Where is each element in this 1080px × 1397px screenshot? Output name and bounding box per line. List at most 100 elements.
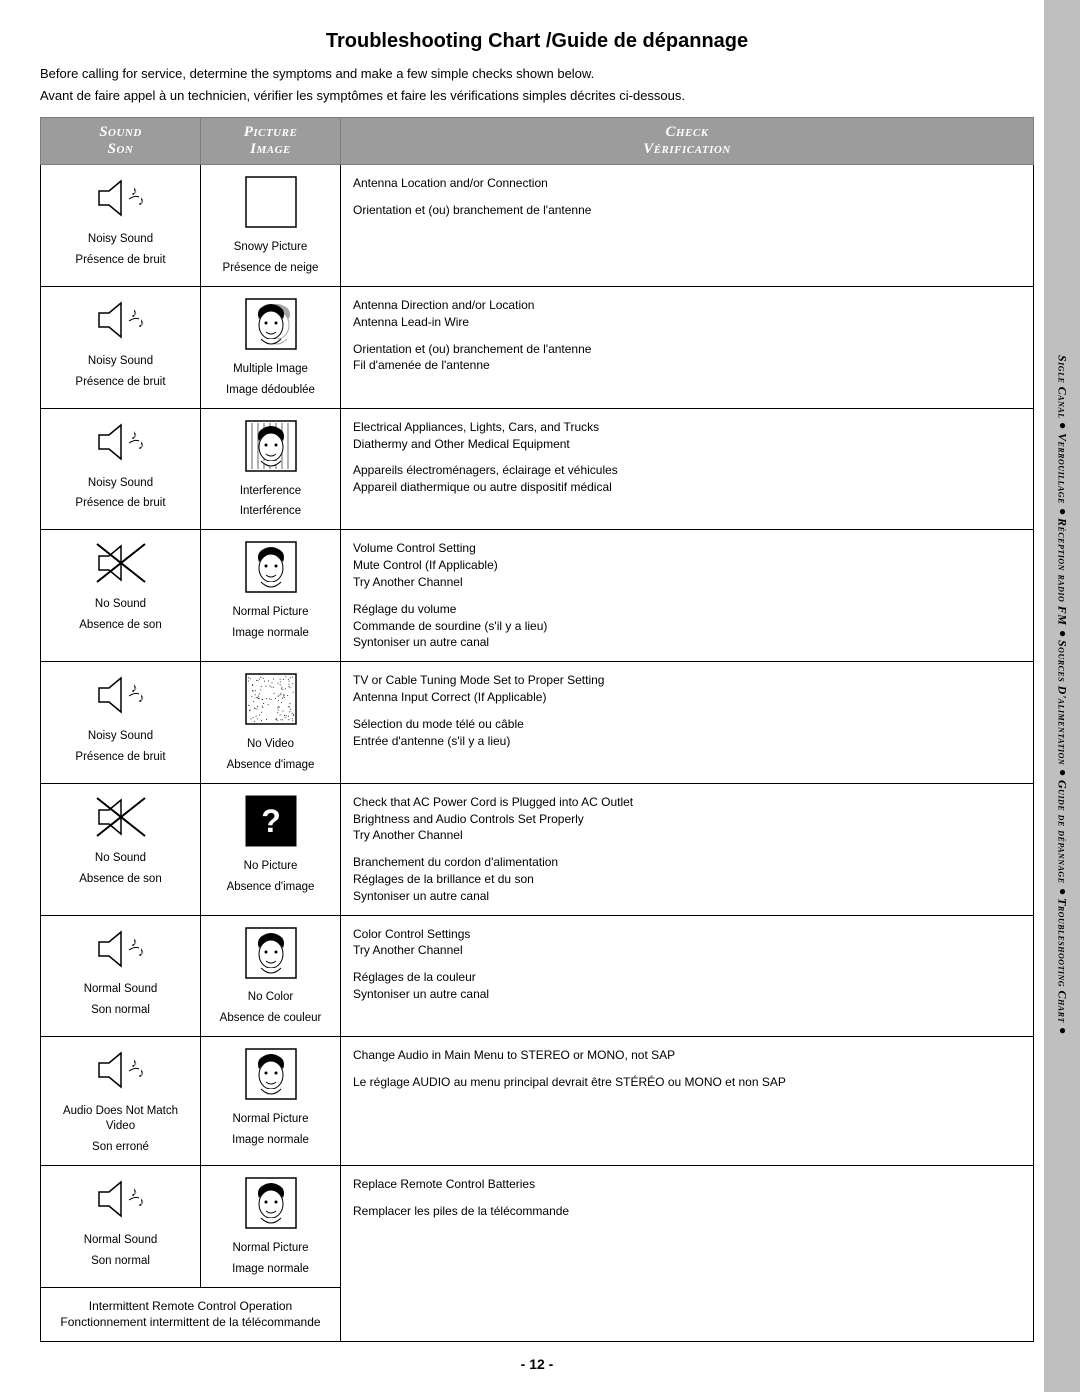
check-text-en: Antenna Direction and/or LocationAntenna… [353,297,1021,331]
check-text-fr: Réglages de la couleurSyntoniser un autr… [353,969,1021,1003]
table-row: ♪ ♪ Audio Does Not Match Video Son erron… [41,1037,1034,1166]
page-number: - 12 - [40,1356,1034,1372]
cell-sound: No Sound Absence de son [41,530,201,662]
svg-text:♪: ♪ [138,193,145,208]
check-text-en: Check that AC Power Cord is Plugged into… [353,794,1021,844]
svg-text:?: ? [261,803,281,839]
picture-icon [244,926,298,985]
check-text-en: Change Audio in Main Menu to STEREO or M… [353,1047,1021,1064]
cell-check: Antenna Direction and/or LocationAntenna… [341,287,1034,409]
svg-text:♪: ♪ [131,1184,138,1199]
cell-picture: Snowy Picture Présence de neige [201,165,341,287]
svg-text:♪: ♪ [138,690,145,705]
sound-caption-fr: Présence de bruit [75,750,165,765]
sound-caption-en: Noisy Sound [88,476,153,491]
cell-sound: ♪ ♪ Noisy Sound Présence de bruit [41,408,201,530]
cell-picture: Multiple Image Image dédoublée [201,287,341,409]
cell-sound: ♪ ♪ Noisy Sound Présence de bruit [41,662,201,784]
sound-caption-fr: Son normal [91,1003,150,1018]
cell-picture: Interference Interférence [201,408,341,530]
check-text-en: Volume Control SettingMute Control (If A… [353,540,1021,590]
header-sound: Sound Son [41,118,201,165]
cell-check: Volume Control SettingMute Control (If A… [341,530,1034,662]
picture-icon [244,672,298,731]
check-text-en: Replace Remote Control Batteries [353,1176,1021,1193]
sound-caption-en: Noisy Sound [88,354,153,369]
page-title: Troubleshooting Chart /Guide de dépannag… [40,30,1034,53]
footer-fr: Fonctionnement intermittent de la téléco… [53,1314,328,1331]
svg-text:♪: ♪ [131,680,138,695]
check-text-fr: Réglage du volumeCommande de sourdine (s… [353,601,1021,651]
picture-caption-fr: Image normale [232,1133,309,1148]
troubleshooting-table: Sound Son Picture Image Check Vérificati… [40,117,1034,1342]
cell-picture: Normal Picture Image normale [201,1037,341,1166]
sound-caption-en: Noisy Sound [88,729,153,744]
header-picture: Picture Image [201,118,341,165]
speaker-icon: ♪ ♪ [93,1047,149,1098]
table-row: ♪ ♪ Normal Sound Son normal No Color Abs… [41,915,1034,1037]
check-text-fr: Remplacer les piles de la télécommande [353,1203,1021,1220]
check-text-fr: Orientation et (ou) branchement de l'ant… [353,202,1021,219]
cell-picture: ? No Picture Absence d'image [201,783,341,915]
check-text-en: Electrical Appliances, Lights, Cars, and… [353,419,1021,453]
cell-picture: Normal Picture Image normale [201,530,341,662]
table-row: ♪ ♪ Noisy Sound Présence de bruit Snowy … [41,165,1034,287]
picture-icon [244,1047,298,1106]
speaker-icon: ♪ ♪ [93,1176,149,1227]
sound-caption-fr: Absence de son [79,618,161,633]
svg-text:♪: ♪ [131,183,138,198]
table-row: ♪ ♪ Noisy Sound Présence de bruit Mult [41,287,1034,409]
picture-icon [244,297,298,356]
picture-caption-fr: Absence d'image [227,758,315,773]
footer-cell: Intermittent Remote Control Operation Fo… [41,1287,341,1342]
sound-caption-fr: Son erroné [92,1140,149,1155]
cell-sound: ♪ ♪ Audio Does Not Match Video Son erron… [41,1037,201,1166]
intro-french: Avant de faire appel à un technicien, vé… [40,87,1034,105]
svg-text:♪: ♪ [131,934,138,949]
cell-check: Change Audio in Main Menu to STEREO or M… [341,1037,1034,1166]
cell-check: Electrical Appliances, Lights, Cars, and… [341,408,1034,530]
picture-icon [244,540,298,599]
speaker-icon: ♪ ♪ [93,297,149,348]
sound-caption-fr: Présence de bruit [75,253,165,268]
sound-caption-en: Normal Sound [84,982,158,997]
sound-caption-fr: Présence de bruit [75,375,165,390]
cell-picture: Normal Picture Image normale [201,1165,341,1287]
picture-caption-fr: Interférence [240,504,301,519]
side-tab: Sigle Canal ● Verrouillage ● Réception r… [1044,0,1080,1392]
picture-caption-en: No Color [248,990,293,1005]
speaker-icon: ♪ ♪ [93,175,149,226]
speaker-icon: ♪ ♪ [93,419,149,470]
table-row: ♪ ♪ Normal Sound Son normal Normal Pictu… [41,1165,1034,1287]
picture-caption-fr: Image normale [232,626,309,641]
picture-caption-en: No Video [247,737,294,752]
speaker-icon: ♪ ♪ [93,926,149,977]
sound-caption-en: Normal Sound [84,1233,158,1248]
cell-check: Antenna Location and/or Connection Orien… [341,165,1034,287]
sound-caption-fr: Présence de bruit [75,496,165,511]
picture-caption-en: Interference [240,484,301,499]
picture-caption-en: Multiple Image [233,362,308,377]
page-content: Troubleshooting Chart /Guide de dépannag… [0,0,1044,1392]
sound-caption-en: No Sound [95,597,146,612]
check-text-fr: Le réglage AUDIO au menu principal devra… [353,1074,1021,1091]
table-row: ♪ ♪ Noisy Sound Présence de bruit No Vid… [41,662,1034,784]
cell-sound: ♪ ♪ Noisy Sound Présence de bruit [41,287,201,409]
picture-caption-fr: Absence d'image [227,880,315,895]
table-row: No Sound Absence de son ? No Picture Abs… [41,783,1034,915]
speaker-icon [93,540,149,591]
sound-caption-fr: Absence de son [79,872,161,887]
svg-text:♪: ♪ [131,305,138,320]
cell-picture: No Color Absence de couleur [201,915,341,1037]
sound-caption-en: Audio Does Not Match Video [53,1104,188,1134]
cell-check: Check that AC Power Cord is Plugged into… [341,783,1034,915]
sound-caption-en: No Sound [95,851,146,866]
intro-english: Before calling for service, determine th… [40,65,1034,83]
picture-caption-fr: Absence de couleur [220,1011,322,1026]
cell-sound: ♪ ♪ Normal Sound Son normal [41,915,201,1037]
check-text-en: Antenna Location and/or Connection [353,175,1021,192]
cell-check: TV or Cable Tuning Mode Set to Proper Se… [341,662,1034,784]
picture-caption-fr: Image dédoublée [226,383,315,398]
picture-caption-en: Normal Picture [232,605,308,620]
svg-text:♪: ♪ [131,427,138,442]
